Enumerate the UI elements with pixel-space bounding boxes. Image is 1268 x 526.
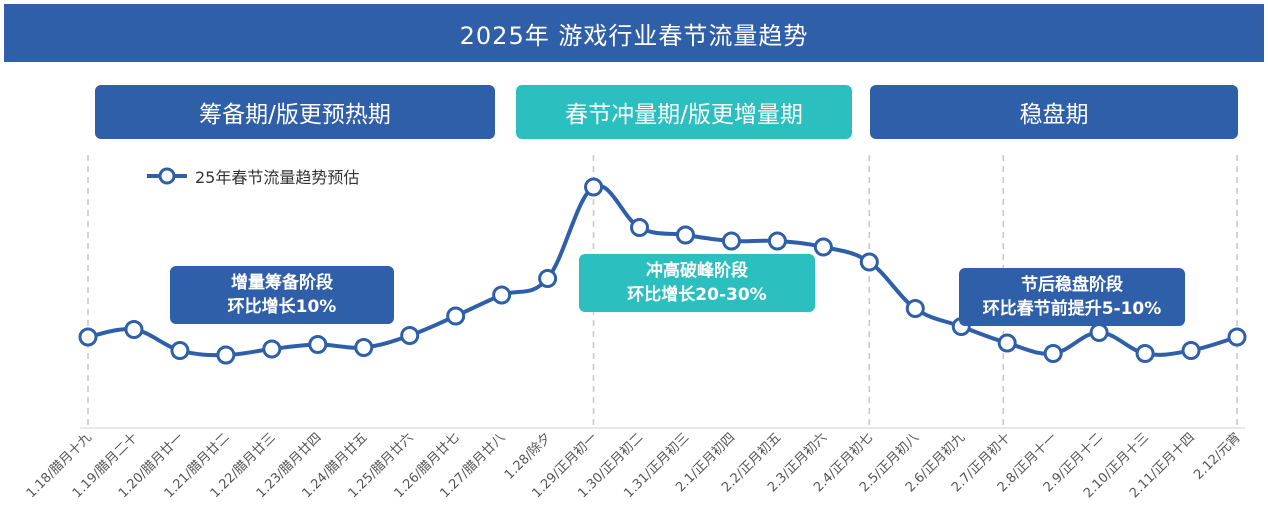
data-point xyxy=(1135,344,1155,363)
data-point xyxy=(767,231,787,251)
data-point xyxy=(354,338,374,357)
callout-peak-line2: 环比增长20-30% xyxy=(627,285,767,305)
data-point xyxy=(1043,344,1063,363)
data-point xyxy=(905,299,925,318)
callout-stable: 节后稳盘阶段 环比春节前提升5-10% xyxy=(959,268,1185,326)
callout-stable-line2: 环比春节前提升5-10% xyxy=(982,299,1162,319)
x-tick-label: 2.12/元宵 xyxy=(1191,430,1244,483)
callout-preparation-line1: 增量筹备阶段 xyxy=(231,273,333,293)
data-point xyxy=(170,341,190,360)
phase-label-spring-festival: 春节冲量期/版更增量期 xyxy=(516,85,852,139)
data-point xyxy=(1089,323,1109,342)
data-point xyxy=(721,231,741,251)
data-point xyxy=(584,177,604,197)
data-point xyxy=(997,333,1017,353)
data-point xyxy=(630,218,650,237)
data-point xyxy=(262,339,282,359)
data-point xyxy=(446,306,466,326)
data-point xyxy=(216,345,236,365)
callout-preparation: 增量筹备阶段 环比增长10% xyxy=(170,266,394,324)
data-point xyxy=(124,320,144,339)
data-point xyxy=(492,285,512,305)
phase-label-stable: 稳盘期 xyxy=(870,85,1238,139)
data-point xyxy=(675,225,695,245)
data-point xyxy=(538,269,558,288)
data-point xyxy=(813,237,833,257)
callout-preparation-line2: 环比增长10% xyxy=(227,297,337,317)
legend: 25年春节流量趋势预估 xyxy=(145,164,359,188)
data-point xyxy=(400,326,420,345)
data-point xyxy=(308,335,328,354)
data-point xyxy=(859,252,879,272)
legend-label: 25年春节流量趋势预估 xyxy=(195,168,360,187)
data-point xyxy=(1227,327,1247,347)
data-point xyxy=(1181,341,1201,360)
callout-peak: 冲高破峰阶段 环比增长20-30% xyxy=(579,254,815,312)
callout-peak-line1: 冲高破峰阶段 xyxy=(646,261,748,281)
callout-stable-line1: 节后稳盘阶段 xyxy=(1021,275,1123,295)
phase-label-preparation: 筹备期/版更预热期 xyxy=(95,85,495,139)
data-point xyxy=(78,327,98,347)
legend-marker-icon xyxy=(147,167,187,185)
chart-title: 2025年 游戏行业春节流量趋势 xyxy=(4,4,1264,62)
